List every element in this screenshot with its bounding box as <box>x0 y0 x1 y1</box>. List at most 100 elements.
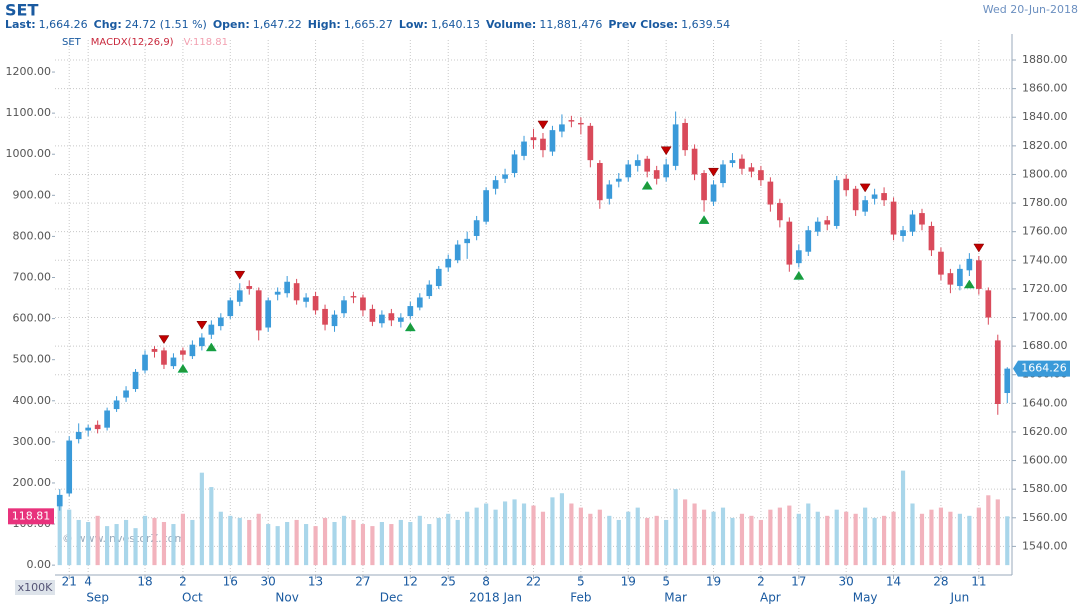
x-tick-label: 18 <box>137 575 152 589</box>
candle-body <box>473 220 480 236</box>
candle-body <box>625 164 632 178</box>
y-tick-label: 1840.00 <box>1022 110 1068 123</box>
buy-signal <box>698 215 710 224</box>
y-tick-label: 1860.00 <box>1022 82 1068 95</box>
candle-body <box>947 273 954 285</box>
candle-body <box>701 173 707 201</box>
volume-tick-label: 1100.00 <box>6 106 52 119</box>
x-tick-label: 17 <box>791 575 806 589</box>
volume-bar <box>787 505 792 566</box>
legend-entry: MACDX(12,26,9) <box>91 37 174 48</box>
candle-body <box>814 221 821 232</box>
candle-body <box>236 290 243 302</box>
candle-body <box>758 170 764 181</box>
volume-bar <box>332 521 337 566</box>
candle-body <box>85 427 92 431</box>
volume-bar <box>967 515 972 566</box>
candle-body <box>871 194 878 199</box>
volume-bar <box>114 524 119 566</box>
y-tick-label: 1820.00 <box>1022 139 1068 152</box>
volume-bar <box>645 517 650 566</box>
volume-bar <box>825 515 830 566</box>
volume-bar <box>304 524 309 566</box>
volume-tick-label: 400.00 <box>13 394 52 407</box>
quote-value: 24.72 (1.51 %) <box>125 18 207 31</box>
quote-label: Volume: <box>486 18 536 31</box>
candle-body <box>957 268 963 287</box>
volume-bar <box>228 515 233 566</box>
volume-tick-label: 600.00 <box>13 312 52 325</box>
volume-bar <box>540 511 546 566</box>
x-tick-label: 5 <box>577 575 585 589</box>
volume-bar <box>180 513 186 566</box>
candle-body <box>568 120 575 122</box>
candle-body <box>795 250 802 264</box>
buy-signal <box>793 270 805 280</box>
candle-body <box>227 300 234 317</box>
sell-signal <box>708 167 719 177</box>
volume-bar <box>711 511 716 566</box>
candle-body <box>852 188 859 211</box>
quote-label: Low: <box>399 18 428 31</box>
volume-bar <box>900 470 906 566</box>
candle-body <box>113 400 120 410</box>
candle-body <box>729 160 736 164</box>
candle-body <box>691 148 698 175</box>
candle-body <box>56 494 63 507</box>
candle-body <box>559 124 565 132</box>
candle-body <box>966 258 973 271</box>
legend-entry: SET <box>62 37 82 48</box>
candle-body <box>1004 368 1011 394</box>
volume-bar <box>1005 516 1010 566</box>
volume-bar <box>749 515 754 566</box>
candle-body <box>521 141 527 156</box>
candle-body <box>407 306 414 317</box>
x-tick-label: 30 <box>261 575 276 589</box>
x-tick-label: 14 <box>886 575 901 589</box>
volume-bar <box>607 515 612 566</box>
volume-bar <box>986 495 991 566</box>
volume-tick-label: 1000.00 <box>6 147 52 160</box>
candle-body <box>710 184 717 202</box>
unit-box <box>15 580 55 595</box>
candle-body <box>483 190 489 222</box>
sell-signal <box>859 183 871 193</box>
candle-body <box>862 200 868 212</box>
candle-body <box>606 184 613 199</box>
buy-signal <box>404 322 416 332</box>
y-tick-label: 1880.00 <box>1022 53 1068 66</box>
volume-bar <box>123 519 129 566</box>
volume-bar <box>720 507 726 566</box>
volume-bar <box>493 509 498 566</box>
volume-bar <box>67 509 72 566</box>
volume-bar <box>796 513 801 566</box>
volume-bar <box>588 513 593 566</box>
y-tick-label: 1640.00 <box>1022 396 1068 409</box>
volume-bar <box>521 503 527 566</box>
month-label: Nov <box>275 591 298 605</box>
candle-body <box>142 354 148 371</box>
volume-bar <box>853 513 858 566</box>
volume-bar <box>673 489 678 566</box>
volume-bar <box>635 507 640 566</box>
candle-body <box>938 251 944 275</box>
volume-bar <box>95 515 100 566</box>
month-label: Apr <box>760 591 781 605</box>
y-tick-label: 1600.00 <box>1022 454 1068 467</box>
x-tick-label: 19 <box>621 575 636 589</box>
month-label: Dec <box>380 591 403 605</box>
candle-body <box>208 324 215 335</box>
candle-body <box>881 193 887 201</box>
candle-body <box>777 203 783 221</box>
y-tick-label: 1580.00 <box>1022 482 1068 495</box>
candle-body <box>303 297 309 302</box>
volume-bar <box>957 513 962 566</box>
x-tick-label: 30 <box>839 575 854 589</box>
candle-body <box>123 390 129 398</box>
quote-label: Open: <box>213 18 250 31</box>
volume-bar <box>692 503 697 566</box>
volume-bar <box>484 503 489 566</box>
quote-value: 1,647.22 <box>253 18 302 31</box>
candle-body <box>634 160 641 166</box>
